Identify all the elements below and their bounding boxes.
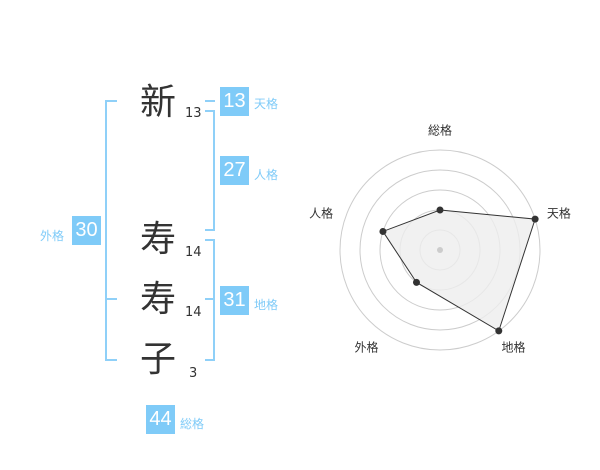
radar-axis-label: 地格 (501, 340, 526, 355)
soukaku-value: 44 (146, 405, 175, 434)
radar-point (379, 227, 387, 235)
jinkaku-label: 人格 (254, 168, 279, 182)
soukaku-label: 総格 (180, 417, 205, 431)
gaikaku-label: 外格 (40, 229, 65, 243)
tenkaku-value: 13 (220, 87, 249, 116)
bracket-tick (105, 298, 117, 300)
tenkaku-bracket (205, 100, 215, 102)
radar-axis-label: 人格 (309, 206, 334, 221)
radar-point (412, 278, 420, 286)
radar-center (437, 247, 443, 253)
name-char: 子 (140, 339, 177, 380)
tenkaku-label: 天格 (254, 97, 279, 111)
gaikaku-bracket (105, 100, 107, 361)
name-char: 寿 (140, 219, 177, 260)
radar-axis-label: 天格 (546, 206, 571, 221)
stroke-count: 3 (189, 366, 198, 381)
stroke-count: 14 (185, 245, 202, 260)
chikaku-bracket (213, 239, 215, 361)
radar-axis-label: 外格 (354, 340, 379, 355)
stroke-count: 13 (185, 106, 202, 121)
bracket-tick (205, 298, 215, 300)
bracket-tick (105, 359, 117, 361)
stroke-count: 14 (185, 305, 202, 320)
name-char: 新 (140, 82, 177, 123)
chikaku-value: 31 (220, 286, 249, 315)
bracket-tick (105, 100, 117, 102)
radar-point (495, 327, 503, 335)
radar-point (531, 215, 539, 223)
radar-axis-label: 総格 (427, 123, 453, 138)
jinkaku-bracket (213, 110, 215, 231)
jinkaku-value: 27 (220, 156, 249, 185)
radar-point (436, 206, 444, 214)
radar-ring (339, 149, 541, 351)
bracket-tick (205, 239, 215, 241)
gaikaku-value: 30 (72, 216, 101, 245)
bracket-tick (205, 229, 215, 231)
bracket-tick (205, 110, 215, 112)
bracket-tick (205, 359, 215, 361)
chikaku-label: 地格 (254, 298, 279, 312)
name-char: 寿 (140, 279, 177, 320)
radar-polygon (382, 209, 536, 332)
